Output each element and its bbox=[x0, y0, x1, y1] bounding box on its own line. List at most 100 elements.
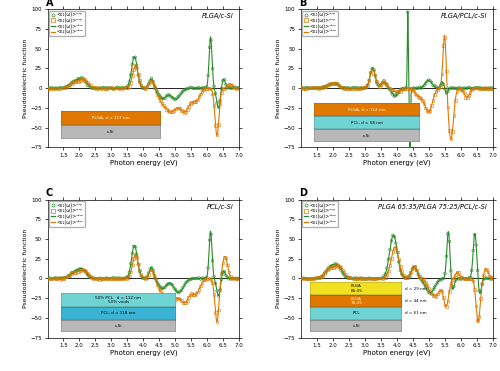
Point bbox=[82, 268, 90, 274]
Point bbox=[102, 275, 110, 281]
Point bbox=[190, 292, 198, 298]
Point bbox=[143, 275, 151, 280]
Point bbox=[222, 255, 230, 261]
Point bbox=[450, 85, 458, 91]
Point bbox=[318, 274, 326, 280]
Point bbox=[58, 275, 66, 281]
Point bbox=[48, 275, 56, 281]
Point bbox=[390, 89, 398, 95]
Point bbox=[398, 86, 406, 92]
Point bbox=[395, 259, 403, 265]
Point bbox=[302, 276, 310, 282]
Point bbox=[320, 270, 328, 276]
Point bbox=[214, 293, 222, 299]
Point bbox=[176, 289, 184, 295]
Point bbox=[121, 275, 129, 281]
Point bbox=[155, 283, 163, 289]
Point bbox=[434, 87, 442, 93]
Point bbox=[434, 279, 442, 285]
Point bbox=[430, 92, 438, 98]
Point bbox=[378, 80, 386, 86]
Point bbox=[120, 275, 128, 281]
Point bbox=[386, 85, 394, 91]
Point bbox=[480, 272, 488, 278]
Point bbox=[90, 85, 98, 91]
Point bbox=[332, 81, 340, 86]
Point bbox=[150, 85, 158, 91]
Point bbox=[432, 88, 440, 94]
Point bbox=[194, 289, 202, 295]
Point bbox=[446, 239, 454, 244]
Point bbox=[180, 87, 188, 93]
Point bbox=[228, 276, 236, 282]
Point bbox=[475, 313, 483, 319]
Point bbox=[226, 276, 234, 282]
Point bbox=[404, 86, 411, 92]
Point bbox=[121, 85, 129, 91]
Point bbox=[307, 276, 315, 282]
Point bbox=[487, 86, 495, 92]
Point bbox=[160, 285, 168, 291]
Point bbox=[318, 274, 326, 280]
Point bbox=[392, 240, 400, 246]
Point bbox=[100, 275, 108, 281]
Point bbox=[312, 85, 320, 91]
Point bbox=[429, 287, 437, 293]
Point bbox=[330, 262, 338, 268]
Point bbox=[298, 276, 306, 282]
Point bbox=[164, 92, 172, 98]
Point bbox=[86, 275, 94, 280]
Point bbox=[222, 272, 230, 278]
Point bbox=[316, 275, 324, 280]
Point bbox=[152, 86, 160, 92]
Point bbox=[365, 275, 373, 281]
Point bbox=[344, 85, 352, 91]
Point bbox=[340, 269, 348, 275]
Point bbox=[362, 84, 370, 90]
Point bbox=[444, 89, 452, 95]
Point bbox=[137, 82, 145, 88]
Point bbox=[132, 62, 140, 68]
Point bbox=[176, 92, 184, 98]
Point bbox=[380, 79, 388, 85]
Point bbox=[310, 85, 318, 91]
Point bbox=[390, 93, 398, 99]
Point bbox=[166, 92, 173, 98]
Point bbox=[416, 84, 424, 90]
Point bbox=[411, 264, 419, 270]
Point bbox=[178, 288, 186, 293]
Point bbox=[82, 78, 90, 84]
Point bbox=[201, 276, 209, 282]
Point bbox=[368, 66, 376, 72]
Point bbox=[343, 85, 351, 91]
Point bbox=[118, 84, 126, 90]
Point bbox=[62, 275, 70, 281]
Point bbox=[438, 276, 446, 282]
Point bbox=[201, 85, 209, 91]
Point bbox=[155, 95, 163, 101]
Point bbox=[423, 286, 431, 292]
Point bbox=[464, 276, 472, 282]
Point bbox=[453, 89, 461, 95]
Point bbox=[109, 86, 117, 92]
Point bbox=[356, 276, 364, 282]
Point bbox=[96, 277, 104, 283]
Point bbox=[322, 269, 330, 275]
Point bbox=[442, 90, 450, 96]
Text: PLGA 65:35/PLGA 75:25/PCL/c-Si: PLGA 65:35/PLGA 75:25/PCL/c-Si bbox=[378, 204, 486, 210]
Point bbox=[312, 275, 320, 281]
Point bbox=[189, 275, 197, 281]
Point bbox=[350, 86, 358, 92]
Point bbox=[164, 281, 172, 287]
Point bbox=[230, 84, 237, 90]
Point bbox=[470, 286, 478, 292]
Point bbox=[213, 288, 221, 294]
Point bbox=[156, 98, 164, 104]
Point bbox=[142, 275, 150, 281]
Point bbox=[310, 276, 318, 282]
Point bbox=[127, 80, 135, 86]
Point bbox=[322, 83, 330, 89]
Point bbox=[346, 275, 354, 281]
Point bbox=[50, 275, 58, 281]
Point bbox=[45, 85, 53, 91]
